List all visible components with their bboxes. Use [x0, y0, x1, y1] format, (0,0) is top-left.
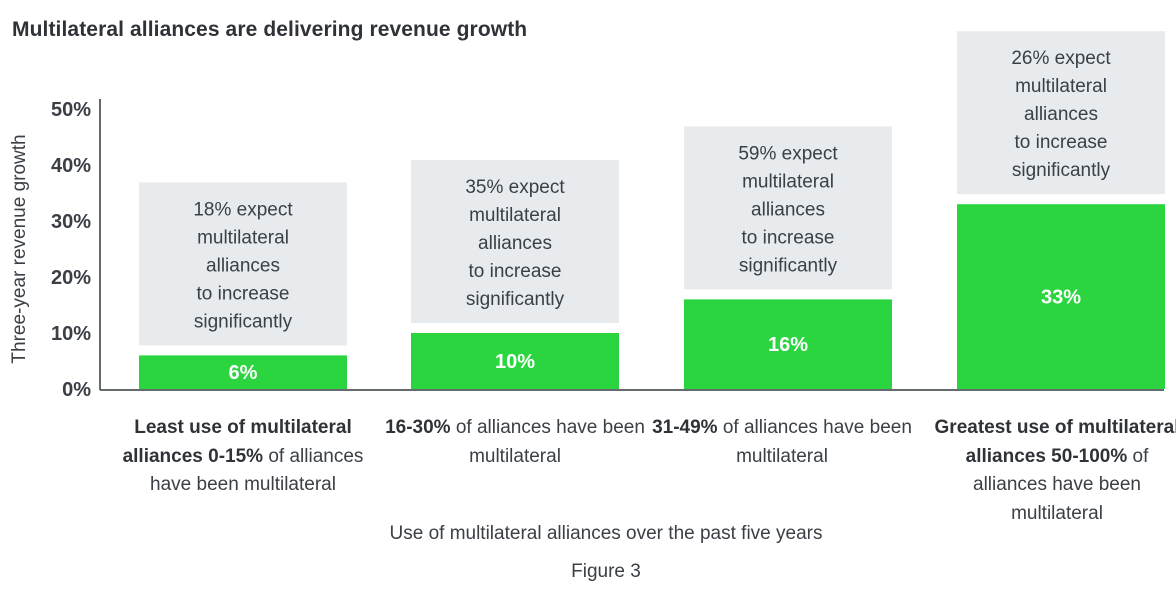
annotation-4-line-1: 26% expect	[1011, 48, 1111, 69]
x-axis-label: Use of multilateral alliances over the p…	[389, 523, 823, 544]
figure-caption: Figure 3	[571, 561, 641, 582]
category-label-4: Greatest use of multilateral alliances 5…	[927, 414, 1176, 528]
bar-3	[684, 299, 892, 389]
annotation-1-line-5: significantly	[194, 311, 293, 332]
category-label-2-bold: 16-30%	[385, 417, 451, 438]
annotation-2-line-4: to increase	[469, 261, 562, 282]
category-label-1: Least use of multilateral alliances 0-15…	[103, 414, 383, 500]
annotation-3-line-5: significantly	[739, 255, 838, 276]
bar-value-label-2: 10%	[495, 351, 535, 373]
annotation-1-line-4: to increase	[197, 283, 290, 304]
bar-2	[411, 333, 619, 389]
annotation-4-line-5: significantly	[1012, 160, 1111, 181]
annotation-box-2	[411, 160, 619, 323]
annotation-2-line-3: alliances	[478, 233, 552, 254]
annotation-box-4	[957, 31, 1165, 195]
annotation-3-line-3: alliances	[751, 199, 825, 220]
annotation-box-3	[684, 126, 892, 290]
y-tick-label-30: 30%	[51, 211, 91, 233]
annotation-4-line-2: multilateral	[1015, 76, 1107, 97]
bar-value-label-4: 33%	[1041, 287, 1081, 309]
category-label-1-bold: Least use of multilateral alliances 0-15…	[122, 417, 352, 467]
bar-1	[139, 355, 347, 389]
annotation-2-line-1: 35% expect	[465, 177, 565, 198]
category-label-3-rest: of alliances have been multilateral	[717, 417, 912, 467]
annotation-3-line-2: multilateral	[742, 171, 834, 192]
bar-value-label-1: 6%	[229, 362, 258, 384]
annotation-3-line-1: 59% expect	[738, 143, 838, 164]
category-label-4-bold: Greatest use of multilateral alliances 5…	[934, 417, 1176, 467]
annotation-3-line-4: to increase	[742, 227, 835, 248]
bar-value-label-3: 16%	[768, 334, 808, 356]
y-tick-label-50: 50%	[51, 99, 91, 121]
bar-4	[957, 204, 1165, 389]
chart-title: Multilateral alliances are delivering re…	[12, 18, 528, 41]
category-label-4-rest: of alliances have been multilateral	[973, 445, 1149, 524]
y-tick-label-10: 10%	[51, 323, 91, 345]
category-label-1-rest: of alliances have been multilateral	[150, 445, 364, 496]
annotation-1-line-3: alliances	[206, 255, 280, 276]
y-tick-label-40: 40%	[51, 155, 91, 177]
y-axis-label: Three-year revenue growth	[9, 134, 30, 363]
annotation-1-line-1: 18% expect	[193, 199, 293, 220]
annotation-2-line-5: significantly	[466, 289, 565, 310]
annotation-4-line-4: to increase	[1015, 132, 1108, 153]
category-label-2-rest: of alliances have been multilateral	[450, 417, 645, 467]
y-tick-label-0: 0%	[62, 379, 91, 401]
annotation-4-line-3: alliances	[1024, 104, 1098, 125]
category-label-3-bold: 31-49%	[652, 417, 718, 438]
category-label-2: 16-30% of alliances have been multilater…	[375, 414, 655, 471]
y-tick-label-20: 20%	[51, 267, 91, 289]
annotation-2-line-2: multilateral	[469, 205, 561, 226]
annotation-box-1	[139, 182, 347, 346]
category-label-3: 31-49% of alliances have been multilater…	[642, 414, 922, 471]
annotation-1-line-2: multilateral	[197, 227, 289, 248]
